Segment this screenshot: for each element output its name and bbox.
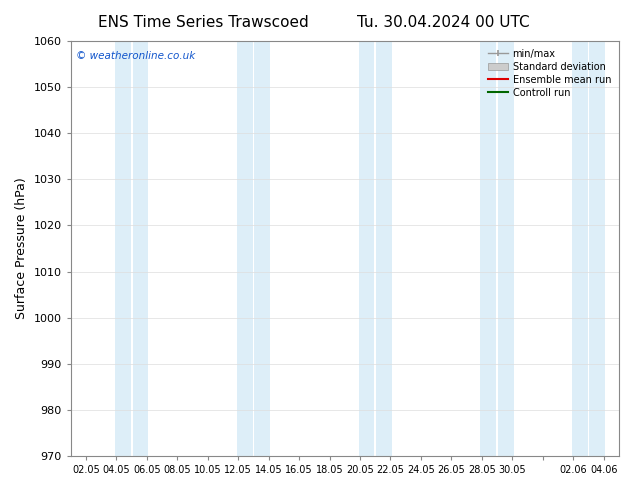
Bar [254, 41, 270, 456]
Bar [498, 41, 514, 456]
Bar [376, 41, 392, 456]
Y-axis label: Surface Pressure (hPa): Surface Pressure (hPa) [15, 178, 28, 319]
Bar [358, 41, 374, 456]
Bar [572, 41, 588, 456]
Text: ENS Time Series Trawscoed: ENS Time Series Trawscoed [98, 15, 308, 30]
Text: © weatheronline.co.uk: © weatheronline.co.uk [76, 51, 195, 61]
Bar [115, 41, 131, 456]
Bar [236, 41, 252, 456]
Bar [590, 41, 605, 456]
Legend: min/max, Standard deviation, Ensemble mean run, Controll run: min/max, Standard deviation, Ensemble me… [486, 46, 614, 100]
Bar [481, 41, 496, 456]
Text: Tu. 30.04.2024 00 UTC: Tu. 30.04.2024 00 UTC [358, 15, 530, 30]
Bar [133, 41, 148, 456]
